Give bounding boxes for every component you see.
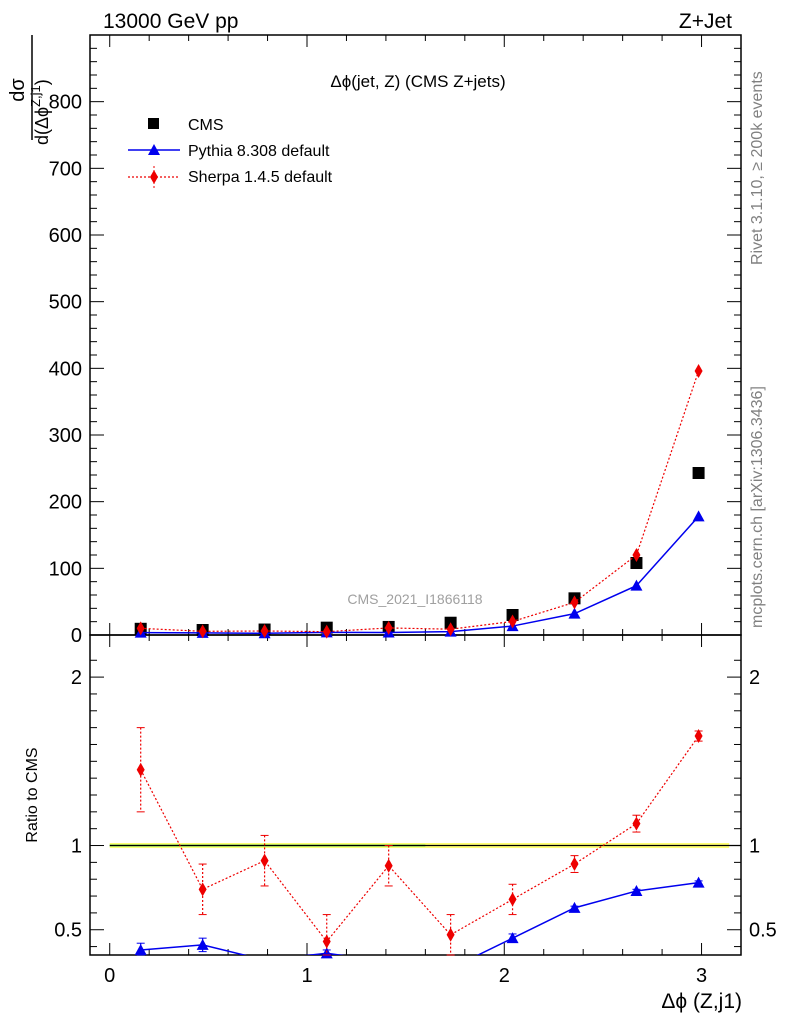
ratio-line-pythia — [140, 881, 699, 955]
ratio-point-sherpa — [694, 729, 703, 744]
legend: CMS Pythia 8.308 default Sherpa 1.4.5 de… — [128, 117, 333, 188]
main-point-cms — [630, 557, 643, 569]
ratio-point-sherpa — [322, 934, 331, 949]
ratio-point-sherpa — [260, 853, 269, 868]
main-point-sherpa — [260, 624, 269, 638]
main-point-sherpa — [384, 620, 393, 635]
legend-marker-pythia — [148, 144, 160, 155]
y-tick-label-ratio-left: 2 — [71, 667, 82, 689]
ratio-ylabel: Ratio to CMS — [24, 747, 41, 842]
y-tick-label-ratio-left: 0.5 — [54, 920, 82, 942]
y-tick-label-main: 400 — [49, 358, 82, 380]
x-tick-label: 0 — [104, 965, 115, 987]
y-tick-label-main: 800 — [49, 92, 82, 114]
main-line-sherpa — [140, 370, 700, 633]
y-tick-label-main: 700 — [49, 158, 82, 180]
main-point-pythia — [630, 579, 643, 591]
main-line-pythia — [140, 515, 700, 635]
y-tick-label-main: 500 — [49, 292, 82, 314]
main-ylabel: dσ d(ΔϕZ,j1) — [7, 35, 52, 145]
ratio-point-sherpa — [136, 762, 145, 777]
x-tick-label: 1 — [301, 965, 312, 987]
legend-label-pythia: Pythia 8.308 default — [188, 143, 330, 160]
main-point-sherpa — [570, 595, 579, 610]
main-point-sherpa — [198, 624, 207, 639]
legend-marker-cms — [148, 118, 159, 129]
y-tick-label-ratio-left: 1 — [71, 836, 82, 858]
y-tick-label-main: 600 — [49, 225, 82, 247]
ylabel-den-close: ) — [32, 79, 52, 85]
main-point-pythia — [568, 607, 581, 619]
energy-label: 13000 GeV pp — [103, 10, 238, 33]
main-point-sherpa — [694, 364, 703, 378]
ratio-point-pythia — [134, 943, 147, 955]
x-tick-label: 2 — [499, 965, 510, 987]
ratio-line-sherpa — [140, 735, 700, 943]
ratio-point-sherpa — [570, 857, 579, 872]
ylabel-den-sup: Z,j1 — [28, 85, 43, 107]
main-point-sherpa — [446, 622, 455, 637]
ratio-point-sherpa — [446, 927, 455, 942]
chart-title: Δϕ(jet, Z) (CMS Z+jets) — [330, 72, 505, 91]
main-point-sherpa — [508, 614, 517, 629]
ratio-point-sherpa — [508, 892, 517, 907]
ratio-point-sherpa — [198, 882, 207, 897]
main-point-cms — [692, 467, 705, 479]
y-tick-label-ratio-right: 2 — [749, 667, 760, 689]
x-tick-label: 3 — [696, 965, 707, 987]
process-label: Z+Jet — [679, 10, 732, 33]
ratio-point-pythia — [630, 885, 643, 896]
y-tick-label-main: 100 — [49, 558, 82, 580]
ratio-point-pythia — [320, 947, 333, 959]
mcplots-label: mcplots.cern.ch [arXiv:1306.3436] — [749, 386, 766, 628]
ratio-point-sherpa — [384, 858, 393, 873]
ylabel-denominator: d(ΔϕZ,j1) — [28, 79, 52, 145]
x-axis-label: Δϕ (Z,j1) — [661, 990, 742, 1013]
ratio-point-pythia — [196, 938, 209, 950]
main-point-sherpa — [322, 624, 331, 639]
legend-marker-sherpa — [150, 170, 158, 184]
analysis-watermark: CMS_2021_I1866118 — [347, 591, 482, 607]
y-tick-label-main: 300 — [49, 425, 82, 447]
y-tick-label-ratio-right: 1 — [749, 836, 760, 858]
legend-label-cms: CMS — [188, 117, 224, 134]
ylabel-den-base: d(Δϕ — [32, 107, 52, 145]
legend-label-sherpa: Sherpa 1.4.5 default — [188, 169, 333, 186]
main-point-pythia — [692, 510, 705, 522]
y-tick-label-ratio-right: 0.5 — [749, 920, 777, 942]
ratio-point-pythia — [568, 901, 581, 913]
ratio-point-pythia — [692, 876, 705, 888]
main-point-sherpa — [136, 621, 145, 636]
y-tick-label-main: 200 — [49, 492, 82, 514]
ylabel-numerator: dσ — [7, 78, 29, 102]
ratio-panel — [89, 634, 742, 956]
rivet-label: Rivet 3.1.10, ≥ 200k events — [749, 71, 766, 265]
ratio-point-sherpa — [632, 816, 641, 831]
main-point-sherpa — [632, 548, 641, 562]
ratio-point-pythia — [506, 932, 519, 944]
y-tick-label-main: 0 — [71, 625, 82, 647]
